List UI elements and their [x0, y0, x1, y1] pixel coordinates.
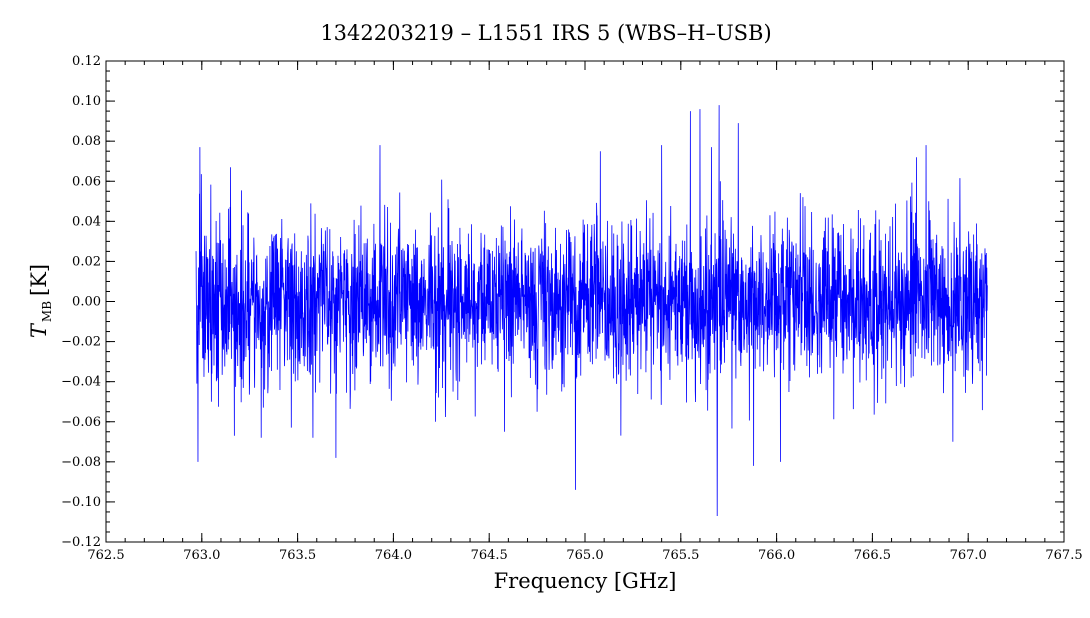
x-tick-label: 764.0: [375, 548, 412, 563]
x-tick-label: 767.5: [1045, 548, 1082, 563]
y-tick-label: −0.02: [61, 335, 101, 350]
y-tick-label: 0.08: [72, 134, 101, 149]
x-tick-label: 763.5: [279, 548, 316, 563]
y-tick-label: −0.04: [61, 375, 101, 390]
y-tick-label: 0.10: [72, 94, 101, 109]
y-axis-label-subscript: MB: [40, 301, 54, 322]
x-tick-label: 765.5: [662, 548, 699, 563]
y-axis-label-unit: [K]: [27, 264, 51, 296]
y-tick-label: −0.08: [61, 455, 101, 470]
x-tick-label: 764.5: [471, 548, 508, 563]
x-tick-label: 763.0: [183, 548, 220, 563]
spectrum-line: [195, 105, 988, 516]
chart-title: 1342203219 – L1551 IRS 5 (WBS–H–USB): [320, 21, 771, 45]
y-axis-label-symbol: T: [27, 322, 51, 338]
axis-ticks: 762.5 763.0 763.5 764.0 764.5 765.0 765.5 766.0…: [61, 54, 1082, 563]
y-tick-label: 0.06: [72, 174, 101, 189]
y-axis-label: TMB [K]: [27, 264, 54, 338]
x-tick-label: 762.5: [87, 548, 124, 563]
x-axis-label: Frequency [GHz]: [494, 569, 677, 593]
y-tick-label: −0.06: [61, 415, 101, 430]
y-tick-label: −0.12: [61, 535, 101, 550]
x-tick-label: 765.0: [566, 548, 603, 563]
x-tick-label: 766.0: [758, 548, 795, 563]
y-tick-label: 0.02: [72, 254, 101, 269]
y-tick-label: 0.12: [72, 54, 101, 69]
x-tick-label: 767.0: [950, 548, 987, 563]
y-tick-label: −0.10: [61, 495, 101, 510]
x-tick-label: 766.5: [854, 548, 891, 563]
y-tick-label: 0.00: [72, 295, 101, 310]
y-tick-label: 0.04: [72, 214, 101, 229]
plot-area: [195, 105, 988, 516]
